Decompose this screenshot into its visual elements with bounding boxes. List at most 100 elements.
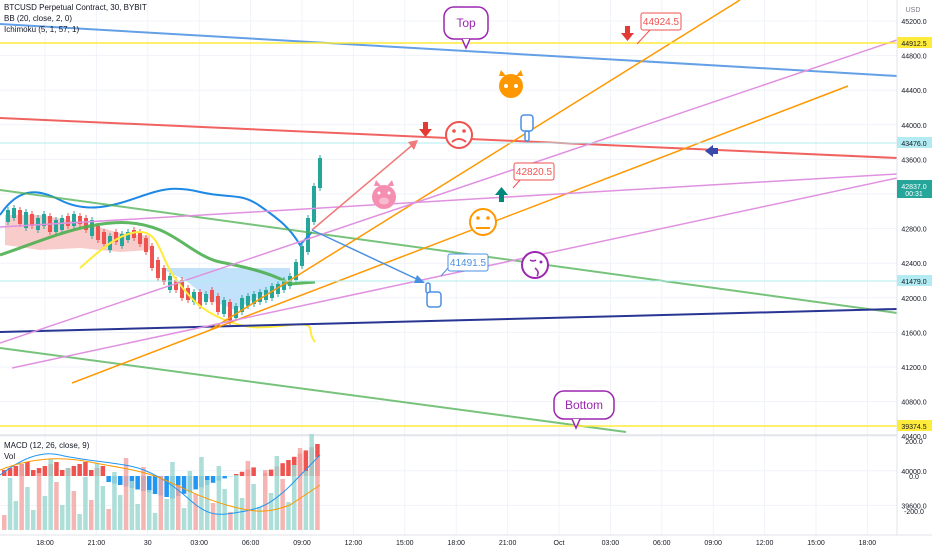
candle-body [30,214,34,226]
ichimoku-indicator-label[interactable]: Ichimoku (5, 1, 57, 1) [4,25,79,34]
volume-indicator-label[interactable]: Vol [4,452,15,461]
arrow-down-icon[interactable] [419,122,432,137]
price-label-pointer-42820 [513,180,520,188]
candle-body [102,232,106,244]
volume-bar [48,459,53,530]
arrow-down-icon-top[interactable] [621,26,634,41]
macd-hist-bar [89,470,94,476]
price-badge-label: 39374.5 [901,424,926,431]
candle-body [96,226,100,240]
macd-hist-bar [14,466,19,476]
candle-body [144,238,148,252]
macd-hist-bar [164,476,169,497]
price-label-44924-text: 44924.5 [643,17,680,28]
volume-bar [263,470,268,530]
price-tick-label: 45200.0 [901,19,926,26]
volume-bar [89,500,94,530]
volume-bar [25,487,30,530]
volume-bar [280,479,285,530]
volume-bar [106,509,111,530]
pointing-hand-down-icon[interactable] [521,115,533,141]
candle-body [222,300,226,314]
volume-bar [240,498,245,530]
volume-bar [199,457,204,530]
price-label-42820[interactable]: 42820.5 [514,163,554,180]
candle-body [54,220,58,232]
volume-bar [217,466,222,530]
volume-bar [269,493,274,530]
time-tick-label: 06:00 [242,540,260,547]
pointing-hand-icon[interactable] [426,283,441,307]
candle-body [132,230,136,238]
candle-body [138,232,142,244]
volume-bar [43,496,48,530]
candle-body [204,294,208,302]
macd-indicator-label[interactable]: MACD (12, 26, close, 9) [4,441,89,450]
sleepy-smiley-icon[interactable] [522,252,548,278]
time-tick-label: 06:00 [653,540,671,547]
volume-bar [275,456,280,530]
price-label-44924[interactable]: 44924.5 [641,13,681,30]
macd-tick-label: -200.0 [904,509,924,516]
currency-label: USD [906,7,921,14]
price-tick-label: 42000.0 [901,296,926,303]
bb-indicator-label[interactable]: BB (20, close, 2, 0) [4,14,72,23]
price-tick-label: 44400.0 [901,88,926,95]
time-tick-label: 12:00 [345,540,363,547]
price-label-41491-text: 41491.5 [450,258,487,269]
time-tick-label: 03:00 [190,540,208,547]
neutral-smiley-icon[interactable] [470,209,496,235]
price-badge-label: 43476.0 [901,141,926,148]
price-label-41491[interactable]: 41491.5 [448,254,488,271]
arrow-left-icon[interactable] [705,145,718,157]
candle-body [168,276,172,290]
volume-bar [304,471,309,530]
volume-bar [170,462,175,530]
macd-hist-bar [286,460,291,476]
volume-bar [54,482,59,530]
arrow-up-icon[interactable] [495,187,508,202]
top-callout[interactable]: Top [444,7,488,48]
volume-bar [60,505,65,530]
volume-bar [246,461,251,530]
time-tick-label: 21:00 [499,540,517,547]
volume-bar [37,473,42,530]
candle-body [318,158,322,188]
macd-hist-bar [153,476,158,494]
frown-smiley-icon[interactable] [446,122,472,148]
price-tick-label: 43600.0 [901,157,926,164]
volume-bar [182,508,187,530]
time-tick-label: 15:00 [396,540,414,547]
volume-bar [251,484,256,530]
volume-bar [72,491,77,530]
trend-line-navy[interactable] [0,309,897,332]
volume-bar [292,465,297,530]
volume-bar [31,510,36,530]
volume-bar [257,507,262,530]
macd-hist-bar [43,466,48,476]
trend-line-green-lower[interactable] [0,348,626,432]
bottom-callout[interactable]: Bottom [554,391,614,428]
projection-arrow-up[interactable] [312,142,416,230]
volume-bar [234,475,239,530]
volume-bar [298,448,303,530]
cat-face-icon[interactable] [499,70,523,98]
chart-title[interactable]: BTCUSD Perpetual Contract, 30, BYBIT [4,3,147,12]
volume-bar [211,503,216,530]
macd-hist-bar [83,462,88,476]
price-badge-label: 42837.0 [901,184,926,191]
macd-hist-bar [269,470,274,476]
trend-line-green-upper[interactable] [0,190,897,313]
macd-hist-bar [135,476,140,490]
volume-bar [141,467,146,530]
pig-face-icon[interactable] [372,180,396,209]
volume-bar [2,515,7,530]
macd-hist-bar [77,464,82,476]
candle-body [12,208,16,218]
time-tick-label: 18:00 [36,540,54,547]
time-axis[interactable] [0,535,932,550]
candle-body [234,306,238,318]
volume-bar [135,504,140,530]
